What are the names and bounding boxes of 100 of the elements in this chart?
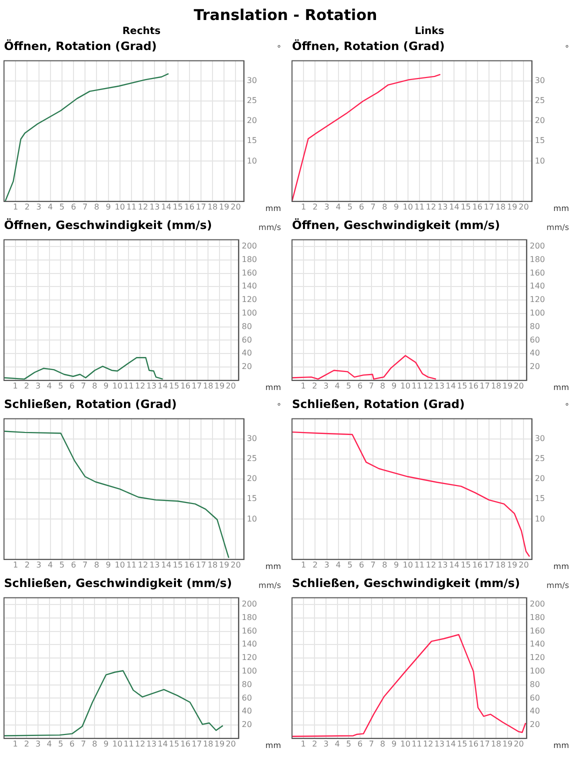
x-tick-label: 14 — [158, 381, 168, 390]
x-tick-label: 6 — [69, 739, 75, 748]
y-tick-label: 180 — [530, 254, 546, 264]
chart-subtitle: Links — [414, 26, 446, 38]
x-tick-label: 19 — [507, 560, 518, 570]
x-tick-label: 8 — [94, 202, 100, 212]
x-tick-label: 13 — [438, 202, 448, 212]
x-axis-title: mm — [265, 562, 281, 571]
y-axis-title: mm/s — [546, 581, 570, 590]
y-tick-label: 20 — [530, 720, 540, 730]
x-tick-label: 7 — [370, 560, 376, 570]
x-tick-label: 5 — [58, 739, 64, 748]
x-tick-label: 9 — [106, 202, 111, 212]
x-tick-label: 13 — [434, 381, 445, 390]
x-tick-label: 17 — [192, 381, 202, 390]
y-tick-label: 25 — [534, 96, 546, 106]
y-tick-label: 160 — [530, 626, 546, 636]
x-tick-label: 14 — [161, 202, 172, 212]
y-tick-label: 30 — [534, 434, 546, 443]
y-axis-title: mm/s — [258, 223, 282, 232]
x-tick-label: 14 — [449, 202, 460, 212]
x-tick-label: 8 — [382, 202, 388, 212]
x-tick-label: 17 — [480, 739, 490, 748]
x-tick-label: 8 — [380, 739, 386, 748]
x-tick-label: 3 — [323, 381, 329, 390]
x-tick-label: 13 — [150, 202, 160, 212]
x-tick-label: 14 — [161, 560, 172, 570]
y-tick-label: 20 — [534, 116, 546, 126]
x-tick-label: 17 — [484, 202, 494, 212]
y-tick-label: 10 — [246, 156, 258, 166]
x-tick-label: 16 — [472, 560, 482, 570]
x-tick-label: 9 — [392, 739, 397, 748]
x-tick-label: 8 — [380, 381, 386, 390]
x-tick-label: 15 — [169, 739, 180, 748]
y-tick-label: 160 — [242, 626, 258, 636]
y-tick-label: 15 — [246, 136, 258, 146]
x-tick-label: 2 — [312, 381, 318, 390]
y-tick-label: 140 — [242, 282, 258, 291]
x-tick-label: 5 — [59, 560, 64, 570]
x-tick-label: 20 — [230, 560, 241, 570]
x-tick-label: 9 — [104, 739, 109, 748]
y-tick-label: 100 — [242, 308, 258, 318]
x-tick-label: 9 — [394, 560, 399, 570]
y-tick-label: 60 — [530, 335, 540, 344]
x-tick-label: 14 — [446, 739, 456, 748]
x-tick-label: 9 — [392, 381, 397, 390]
x-tick-label: 11 — [412, 739, 422, 748]
y-tick-label: 30 — [246, 76, 258, 85]
y-tick-label: 60 — [242, 693, 252, 702]
y-tick-label: 20 — [242, 362, 252, 372]
y-tick-label: 25 — [534, 454, 546, 464]
x-axis-title: mm — [265, 204, 281, 213]
y-tick-label: 10 — [534, 156, 546, 166]
x-tick-label: 4 — [334, 739, 340, 748]
x-tick-label: 1 — [300, 739, 306, 748]
x-tick-label: 10 — [402, 560, 413, 570]
y-tick-label: 15 — [246, 494, 258, 504]
y-tick-label: 180 — [530, 612, 546, 622]
x-tick-label: 6 — [69, 381, 75, 390]
y-tick-label: 200 — [242, 600, 258, 609]
y-tick-label: 20 — [530, 362, 540, 372]
x-tick-label: 12 — [134, 381, 146, 390]
x-tick-label: 18 — [495, 202, 506, 212]
x-tick-label: 3 — [36, 202, 42, 212]
x-tick-label: 12 — [426, 202, 436, 212]
x-tick-label: 4 — [48, 560, 53, 570]
x-tick-label: 19 — [214, 739, 225, 748]
x-tick-label: 9 — [104, 381, 109, 390]
x-tick-label: 19 — [219, 560, 230, 570]
x-tick-label: 4 — [336, 202, 341, 212]
y-tick-label: 120 — [242, 653, 258, 662]
y-tick-label: 80 — [242, 322, 252, 331]
x-tick-label: 7 — [80, 739, 86, 748]
x-tick-label: 12 — [138, 202, 148, 212]
y-tick-label: 40 — [530, 348, 540, 358]
y-tick-label: 60 — [242, 335, 252, 344]
y-tick-label: 80 — [530, 322, 540, 331]
y-tick-label: 20 — [246, 474, 258, 484]
y-tick-label: 160 — [530, 268, 546, 278]
x-tick-label: 18 — [491, 739, 502, 748]
y-tick-label: 20 — [534, 474, 546, 484]
y-tick-label: 200 — [530, 242, 546, 251]
x-tick-label: 8 — [94, 560, 100, 570]
x-tick-label: 11 — [414, 202, 425, 212]
x-tick-label: 16 — [468, 381, 479, 390]
x-tick-label: 11 — [124, 739, 134, 748]
x-tick-label: 7 — [368, 381, 374, 390]
x-tick-label: 2 — [24, 560, 30, 570]
x-tick-label: 15 — [457, 381, 468, 390]
x-tick-label: 7 — [82, 202, 88, 212]
x-tick-label: 14 — [158, 739, 168, 748]
y-tick-label: 40 — [530, 706, 540, 716]
x-tick-label: 9 — [394, 202, 399, 212]
x-tick-label: 16 — [180, 739, 191, 748]
y-tick-label: 200 — [530, 600, 546, 609]
x-tick-label: 1 — [13, 560, 18, 570]
y-tick-label: 140 — [242, 640, 258, 649]
x-tick-label: 3 — [36, 560, 42, 570]
x-tick-label: 20 — [514, 739, 524, 748]
y-tick-label: 25 — [246, 454, 258, 464]
